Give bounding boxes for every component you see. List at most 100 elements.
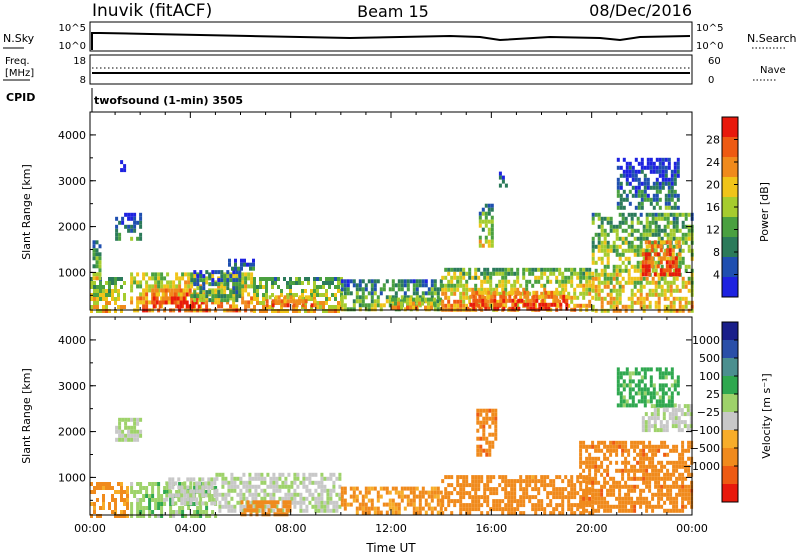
heatmap-cell — [555, 295, 559, 300]
heatmap-cell — [220, 304, 224, 309]
heatmap-cell — [645, 508, 649, 513]
heatmap-cell — [469, 294, 473, 299]
heatmap-cell — [157, 280, 161, 285]
heatmap-cell — [139, 498, 143, 502]
freq-label: Freq. — [5, 56, 30, 67]
heatmap-cell — [263, 496, 267, 501]
heatmap-cell — [427, 297, 430, 302]
heatmap-cell — [476, 416, 480, 421]
heatmap-cell — [151, 288, 155, 293]
heatmap-cell — [648, 476, 652, 481]
heatmap-cell — [552, 267, 556, 272]
heatmap-cell — [250, 280, 254, 285]
heatmap-cell — [221, 492, 225, 497]
heatmap-cell — [633, 440, 637, 445]
heatmap-cell — [675, 444, 679, 449]
heatmap-cell — [265, 293, 268, 297]
heatmap-cell — [130, 502, 134, 506]
heatmap-cell — [666, 296, 670, 301]
heatmap-cell — [502, 294, 506, 299]
heatmap-cell — [444, 283, 448, 288]
heatmap-cell — [567, 275, 571, 280]
heatmap-cell — [187, 272, 191, 277]
colorbar-tick-label: 12 — [706, 224, 720, 237]
heatmap-cell — [239, 476, 243, 481]
heatmap-cell — [293, 492, 297, 497]
heatmap-cell — [552, 511, 556, 516]
heatmap-cell — [544, 290, 548, 295]
heatmap-cell — [305, 476, 309, 481]
x-tick-label: 00:00 — [676, 522, 708, 535]
heatmap-cell — [616, 201, 620, 206]
heatmap-cell — [117, 277, 120, 281]
heatmap-cell — [493, 298, 497, 303]
heatmap-cell — [678, 464, 682, 469]
heatmap-cell — [151, 486, 155, 490]
heatmap-cell — [672, 460, 676, 465]
heatmap-cell — [618, 224, 622, 229]
heatmap-cell — [108, 293, 111, 297]
heatmap-cell — [641, 248, 645, 253]
heatmap-cell — [157, 486, 161, 490]
station-title: Inuvik (fitACF) — [92, 1, 212, 21]
heatmap-cell — [673, 169, 677, 174]
heatmap-cell — [591, 480, 595, 485]
heatmap-cell — [650, 424, 654, 429]
heatmap-cell — [485, 420, 489, 425]
heatmap-cell — [358, 506, 362, 511]
heatmap-cell — [618, 268, 622, 273]
heatmap-cell — [627, 496, 631, 501]
heatmap-cell — [355, 287, 359, 292]
heatmap-cell — [108, 506, 111, 510]
heatmap-cell — [643, 375, 647, 380]
heatmap-cell — [678, 264, 682, 269]
heatmap-cell — [450, 483, 454, 488]
velocity-ylabel: Slant Range [km] — [20, 368, 33, 464]
heatmap-cell — [317, 480, 321, 485]
heatmap-cell — [636, 300, 640, 305]
heatmap-cell — [591, 492, 595, 497]
heatmap-cell — [507, 491, 511, 496]
heatmap-cell — [133, 429, 137, 434]
heatmap-cell — [606, 240, 610, 245]
heatmap-cell — [495, 271, 499, 276]
heatmap-cell — [479, 444, 483, 449]
colorbar-swatch — [722, 412, 738, 430]
heatmap-cell — [660, 212, 664, 217]
heatmap-cell — [540, 499, 544, 504]
heatmap-cell — [654, 476, 658, 481]
heatmap-cell — [230, 504, 234, 509]
heatmap-cell — [549, 511, 553, 516]
heatmap-cell — [687, 212, 691, 217]
heatmap-cell — [654, 216, 658, 221]
heatmap-cell — [277, 299, 281, 304]
heatmap-cell — [660, 288, 664, 293]
heatmap-cell — [403, 283, 407, 288]
heatmap-cell — [468, 299, 472, 304]
heatmap-cell — [612, 288, 616, 293]
heatmap-cell — [444, 303, 448, 308]
heatmap-cell — [328, 309, 331, 313]
heatmap-cell — [90, 502, 93, 506]
heatmap-cell — [481, 243, 485, 248]
heatmap-cell — [233, 476, 237, 481]
heatmap-cell — [687, 456, 691, 461]
heatmap-cell — [504, 183, 508, 188]
heatmap-cell — [262, 285, 265, 289]
x-tick-label: 00:00 — [74, 522, 106, 535]
heatmap-cell — [634, 205, 638, 210]
heatmap-cell — [388, 295, 392, 300]
heatmap-cell — [394, 301, 397, 306]
heatmap-cell — [555, 503, 559, 508]
heatmap-cell — [591, 216, 595, 221]
heatmap-cell — [670, 169, 674, 174]
heatmap-cell — [168, 481, 172, 486]
heatmap-cell — [660, 276, 664, 281]
heatmap-cell — [139, 280, 143, 285]
heatmap-cell — [166, 486, 170, 490]
heatmap-cell — [195, 481, 199, 486]
heatmap-cell — [618, 468, 622, 473]
heatmap-cell — [465, 291, 469, 296]
heatmap-cell — [136, 490, 140, 494]
heatmap-cell — [244, 272, 248, 277]
